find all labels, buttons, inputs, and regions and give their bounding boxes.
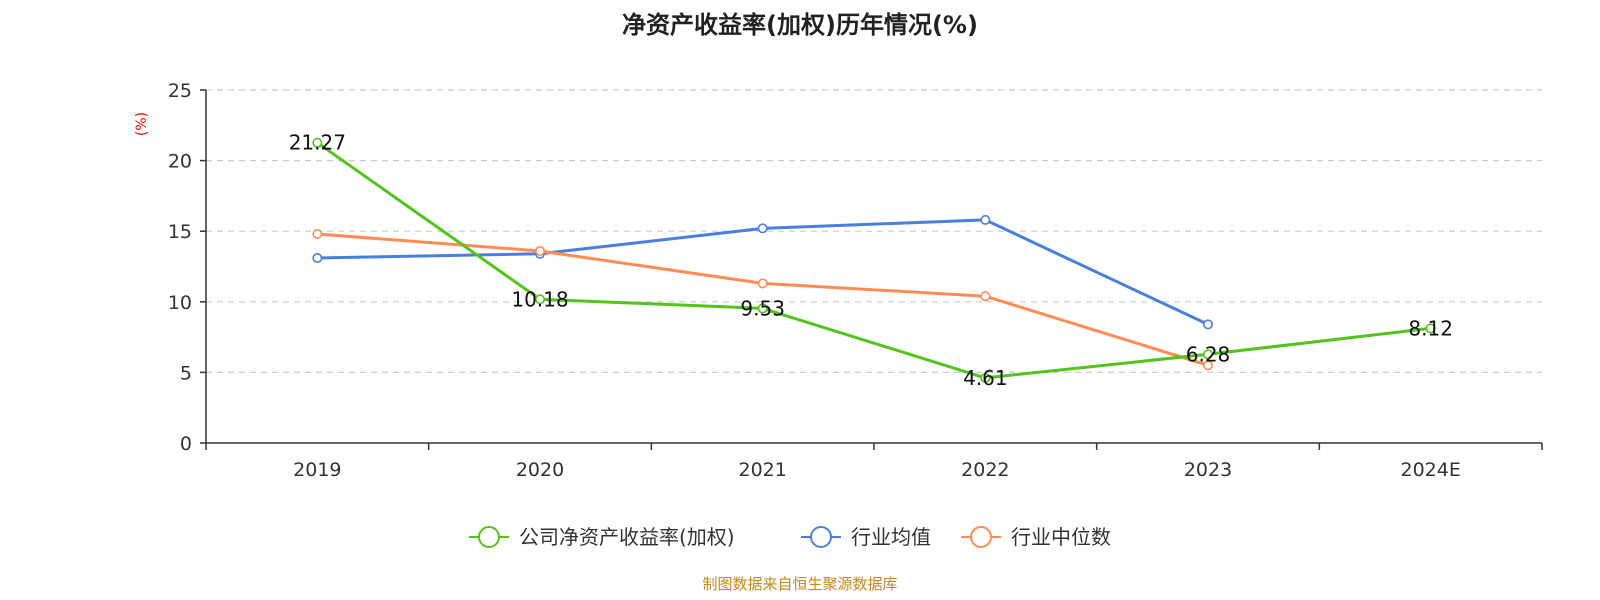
x-tick-label-2024E: 2024E — [1400, 459, 1460, 481]
series-2-point-2020 — [534, 245, 545, 256]
chart-title: 净资产收益率(加权)历年情况(%) — [622, 11, 978, 39]
legend-marker-2 — [970, 526, 992, 548]
legend[interactable]: 公司净资产收益率(加权) 行业均值 行业中位数 — [469, 525, 1111, 549]
axes: 0 5 10 15 20 25 2019 2020 2021 2022 2023 2024E — [168, 80, 1543, 481]
y-tick-label-0: 0 — [180, 433, 192, 455]
legend-marker-0 — [478, 526, 500, 548]
data-label-2021: 9.53 — [740, 296, 785, 320]
legend-label-2: 行业中位数 — [1011, 525, 1111, 549]
series-line-0 — [316, 141, 1431, 380]
grid-lines — [206, 89, 1542, 373]
y-tick-label-10: 10 — [168, 292, 192, 314]
data-label-2019: 21.27 — [289, 131, 346, 155]
y-axis-unit-label: (%) — [134, 112, 150, 136]
legend-label-1: 行业均值 — [851, 525, 931, 549]
series-1-point-2023 — [1203, 319, 1214, 330]
series-2-point-2023 — [1203, 360, 1214, 371]
data-labels: 21.27 10.18 9.53 4.61 6.28 8.12 — [289, 131, 1453, 390]
x-tick-label-2022: 2022 — [961, 459, 1009, 481]
legend-item-2[interactable]: 行业中位数 — [961, 525, 1111, 549]
y-tick-label-15: 15 — [168, 221, 192, 243]
x-tick-label-2020: 2020 — [516, 459, 564, 481]
data-label-2020: 10.18 — [511, 287, 568, 311]
series-1-point-2022 — [980, 214, 991, 225]
series-0-point-2022 — [980, 372, 991, 383]
data-label-2024E: 8.12 — [1408, 316, 1453, 340]
y-tick-label-25: 25 — [168, 80, 192, 102]
series-1-point-2021 — [757, 223, 768, 234]
series-0-point-2021 — [757, 303, 768, 314]
series-2-point-2022 — [980, 291, 991, 302]
source-note: 制图数据来自恒生聚源数据库 — [702, 575, 897, 593]
y-tick-label-5: 5 — [180, 362, 192, 384]
legend-item-1[interactable]: 行业均值 — [801, 525, 931, 549]
series-0-point-2019 — [312, 137, 323, 148]
y-tick-label-20: 20 — [168, 151, 192, 173]
x-tick-label-2019: 2019 — [293, 459, 341, 481]
x-tick-label-2021: 2021 — [738, 459, 786, 481]
series-0-point-2020 — [534, 294, 545, 305]
series-1-point-2019 — [312, 253, 323, 264]
data-label-2023: 6.28 — [1186, 342, 1231, 366]
data-label-2022: 4.61 — [963, 366, 1008, 390]
series-0 — [312, 137, 1436, 383]
series-2-point-2019 — [312, 229, 323, 240]
series-0-point-2023 — [1203, 349, 1214, 360]
legend-marker-1 — [810, 526, 832, 548]
legend-label-0: 公司净资产收益率(加权) — [519, 525, 735, 549]
legend-item-0[interactable]: 公司净资产收益率(加权) — [469, 525, 735, 549]
series-lines — [312, 137, 1436, 383]
x-tick-label-2023: 2023 — [1184, 459, 1232, 481]
series-2-point-2021 — [757, 278, 768, 289]
series-0-point-2024E — [1425, 323, 1436, 334]
